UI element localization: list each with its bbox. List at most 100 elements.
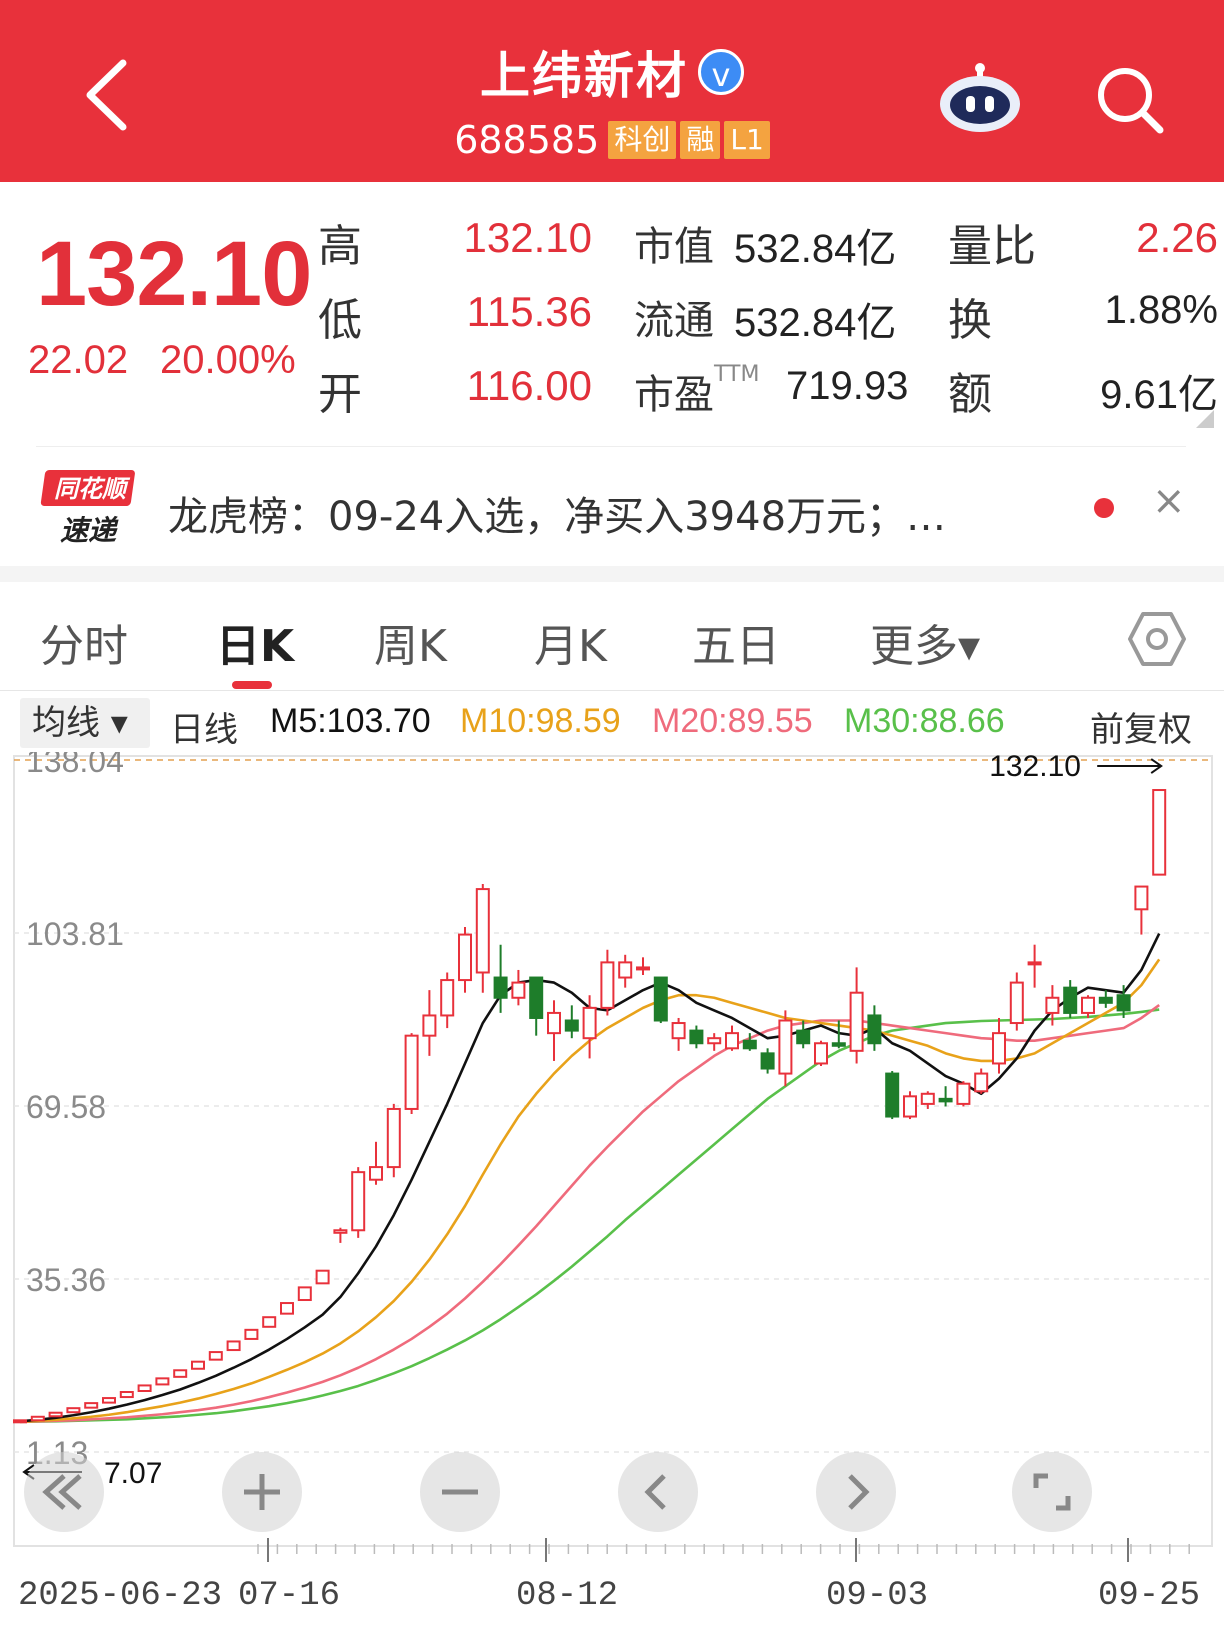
candle-body <box>707 1037 722 1045</box>
tab-daily-k[interactable]: 日K <box>216 621 295 672</box>
candle-body <box>582 1006 597 1040</box>
low-label: 低 <box>318 295 362 346</box>
candle-body <box>191 1360 205 1370</box>
candle-up <box>582 995 597 1059</box>
candle-body <box>920 1092 935 1105</box>
candle-body <box>725 1032 739 1050</box>
unread-dot <box>1094 498 1114 518</box>
plot-frame <box>13 755 1213 1547</box>
news-logo: 同花顺 速递 <box>40 470 135 546</box>
candle-body <box>760 1052 775 1070</box>
rewind-button[interactable] <box>24 1452 104 1532</box>
badge-level1: L1 <box>724 121 770 159</box>
candle-body <box>831 1042 846 1047</box>
ai-assistant-icon[interactable] <box>938 62 1022 134</box>
ma20-value: M20:89.55 <box>652 702 813 740</box>
candle-body <box>315 1269 330 1285</box>
code-row: 688585 科创融 L1 <box>0 118 1224 162</box>
candle-up <box>280 1302 294 1315</box>
float-value: 532.84亿 <box>734 301 897 345</box>
candle-down <box>742 1033 757 1051</box>
candle-body <box>155 1377 170 1386</box>
candle-body <box>849 991 864 1052</box>
x-tick-label: 07-16 <box>238 1577 340 1615</box>
candle-body <box>102 1397 116 1404</box>
candle-body <box>351 1171 366 1232</box>
x-tick-label: 2025-06-23 <box>18 1577 222 1615</box>
candle-up <box>262 1316 277 1328</box>
tab-monthly-k[interactable]: 月K <box>534 621 607 672</box>
adjust-toggle[interactable]: 前复权 <box>1090 711 1192 749</box>
section-gap <box>0 566 1224 582</box>
candle-up <box>475 884 490 993</box>
ma5-value: M5:103.70 <box>270 702 431 740</box>
amount-label: 额 <box>948 369 992 420</box>
settings-icon[interactable] <box>1128 610 1186 668</box>
scroll-left-button[interactable] <box>618 1452 698 1532</box>
candle-up <box>155 1377 170 1386</box>
news-headline[interactable]: 龙虎榜：09-24入选，净买入3948万元；… <box>168 494 947 540</box>
x-tick-label: 08-12 <box>516 1577 618 1615</box>
price-change-pct: 20.00% <box>160 338 296 382</box>
candle-body <box>903 1095 917 1118</box>
app-header: 上纬新材 v 688585 科创融 L1 <box>0 0 1224 182</box>
candle-up <box>547 1000 561 1061</box>
badge-star-market: 科创 <box>608 121 677 159</box>
candle-down <box>760 1048 775 1074</box>
candle-body <box>208 1351 223 1361</box>
divider <box>36 446 1186 447</box>
double-chevron-left-icon <box>42 1474 82 1510</box>
min-price-label: 7.07 <box>104 1457 162 1490</box>
candle-body <box>440 979 455 1017</box>
x-tick-label: 09-03 <box>826 1577 928 1615</box>
candle-body <box>653 976 668 1022</box>
tab-more[interactable]: 更多▾ <box>870 621 981 672</box>
zoom-in-button[interactable] <box>222 1452 302 1532</box>
candle-body <box>244 1328 259 1340</box>
candle-body <box>564 1019 579 1032</box>
expand-corner-icon[interactable] <box>1196 410 1214 428</box>
search-icon[interactable] <box>1094 64 1166 136</box>
close-icon[interactable]: × <box>1152 478 1186 524</box>
candle-up <box>226 1340 241 1352</box>
candle-up <box>84 1402 99 1409</box>
candle-up <box>1081 995 1095 1018</box>
scroll-right-button[interactable] <box>816 1452 896 1532</box>
tab-weekly-k[interactable]: 周K <box>374 621 447 672</box>
candle-up <box>1152 789 1167 876</box>
candle-up <box>208 1351 223 1361</box>
open-label: 开 <box>318 369 362 420</box>
fullscreen-button[interactable] <box>1012 1452 1092 1532</box>
candle-body <box>13 1419 27 1424</box>
candle-up <box>1134 885 1149 935</box>
zoom-out-button[interactable] <box>420 1452 500 1532</box>
pe-value: 719.93 <box>786 364 909 408</box>
tab-intraday[interactable]: 分时 <box>40 621 128 672</box>
candle-down <box>493 944 508 1013</box>
ma30-value: M30:88.66 <box>844 702 1005 740</box>
candle-up <box>244 1328 259 1340</box>
candle-body <box>280 1302 294 1315</box>
candle-up <box>422 990 437 1056</box>
back-icon[interactable] <box>78 55 138 135</box>
candle-body <box>885 1072 900 1118</box>
candle-up <box>30 1415 45 1422</box>
mktcap-value: 532.84亿 <box>734 227 897 271</box>
candle-up <box>903 1091 917 1120</box>
chevron-left-icon <box>644 1474 666 1510</box>
tab-five-day[interactable]: 五日 <box>692 621 780 672</box>
candle-body <box>1027 961 1042 966</box>
amount-value: 9.61亿 <box>1100 373 1218 417</box>
candle-body <box>297 1286 312 1302</box>
title-row: 上纬新材 v <box>0 36 1224 108</box>
ma-type-select[interactable]: 均线 ▾ <box>20 698 150 748</box>
candle-body <box>974 1072 989 1093</box>
period-label: 日线 <box>170 711 238 749</box>
candle-body <box>778 1019 793 1075</box>
candle-up <box>849 967 864 1064</box>
candle-up <box>814 1040 828 1066</box>
candle-body <box>992 1032 1006 1065</box>
extreme-markers: 132.10 7.07 <box>22 752 1163 1490</box>
